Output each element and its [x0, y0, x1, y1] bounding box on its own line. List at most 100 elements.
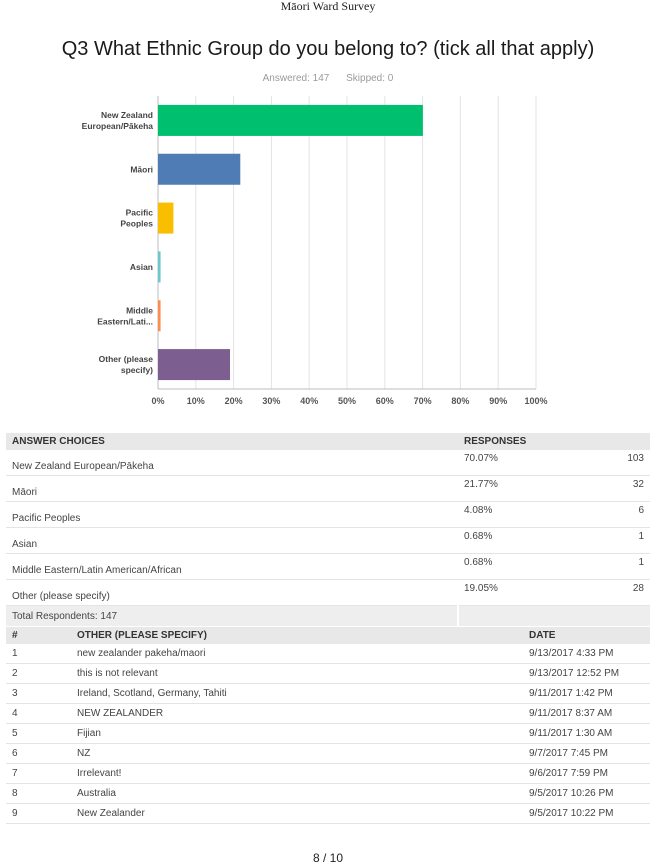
bar: [158, 349, 231, 381]
bar-chart: 0% 10% 20% 30% 40% 50% 60% 70% 80% 90% 100% New Zea…: [82, 96, 548, 406]
table-row: 8 Australia 9/5/2017 10:26 PM: [6, 783, 650, 804]
x-tick-label: 100%: [524, 396, 547, 406]
response-text: Ireland, Scotland, Germany, Tahiti: [71, 683, 523, 704]
header-other-specify: OTHER (PLEASE SPECIFY): [71, 627, 523, 644]
category-label: Asian: [130, 262, 153, 272]
response-text: NZ: [71, 743, 523, 764]
table-row: 6 NZ 9/7/2017 7:45 PM: [6, 743, 650, 764]
response-text: New Zealander: [71, 803, 523, 824]
response-date: 9/13/2017 4:33 PM: [523, 644, 650, 664]
response-text: NEW ZEALANDER: [71, 703, 523, 724]
response-text: Fijian: [71, 723, 523, 744]
table-row: New Zealand European/Pākeha 70.07% 103: [6, 450, 650, 476]
table-header-row: # OTHER (PLEASE SPECIFY) DATE: [6, 627, 650, 644]
response-date: 9/13/2017 12:52 PM: [523, 663, 650, 684]
x-tick-label: 60%: [376, 396, 394, 406]
x-tick-label: 30%: [262, 396, 280, 406]
table-header-row: ANSWER CHOICES RESPONSES: [6, 433, 650, 450]
response-date: 9/6/2017 7:59 PM: [523, 763, 650, 784]
row-number: 3: [6, 683, 71, 704]
other-responses-table: # OTHER (PLEASE SPECIFY) DATE 1 new zeal…: [6, 627, 650, 824]
answer-choice: Other (please specify): [6, 579, 458, 606]
header-responses: RESPONSES: [458, 433, 650, 450]
table-row: Asian 0.68% 1: [6, 527, 650, 554]
table-row: 1 new zealander pakeha/maori 9/13/2017 4…: [6, 644, 650, 664]
header-answer-choices: ANSWER CHOICES: [6, 433, 458, 450]
response-percent: 21.77%: [458, 475, 577, 502]
response-date: 9/5/2017 10:22 PM: [523, 803, 650, 824]
row-number: 6: [6, 743, 71, 764]
bar: [158, 202, 174, 234]
table-row: 2 this is not relevant 9/13/2017 12:52 P…: [6, 663, 650, 684]
answer-choices-table: ANSWER CHOICES RESPONSES New Zealand Eur…: [6, 433, 650, 626]
category-label: Māori: [130, 164, 153, 174]
page-number: 8 / 10: [312, 851, 344, 865]
table-row: Māori 21.77% 32: [6, 475, 650, 502]
table-row: Pacific Peoples 4.08% 6: [6, 501, 650, 528]
category-label: Middle Eastern/Lati...: [97, 305, 153, 326]
response-text: Irrelevant!: [71, 763, 523, 784]
response-count: 32: [576, 475, 650, 502]
skipped-count: Skipped: 0: [346, 73, 394, 84]
row-number: 1: [6, 644, 71, 664]
response-date: 9/11/2017 8:37 AM: [523, 703, 650, 724]
table-row: Other (please specify) 19.05% 28: [6, 579, 650, 606]
total-blank-cell: [457, 605, 650, 626]
response-date: 9/5/2017 10:26 PM: [523, 783, 650, 804]
table-row: 7 Irrelevant! 9/6/2017 7:59 PM: [6, 763, 650, 784]
answered-count: Answered: 147: [262, 73, 330, 84]
row-number: 8: [6, 783, 71, 804]
response-count: 1: [576, 553, 650, 580]
response-text: new zealander pakeha/maori: [71, 644, 523, 664]
category-label: New Zealand European/Pākeha: [82, 110, 154, 131]
header-number: #: [6, 627, 71, 644]
response-percent: 0.68%: [458, 553, 577, 580]
response-date: 9/11/2017 1:42 PM: [523, 683, 650, 704]
question-title: Q3 What Ethnic Group do you belong to? (…: [61, 38, 595, 60]
row-number: 5: [6, 723, 71, 744]
bar: [158, 251, 161, 283]
answer-choice: Pacific Peoples: [6, 501, 458, 528]
response-text: Australia: [71, 783, 523, 804]
category-label: Other (please specify): [99, 354, 154, 375]
table-row: Middle Eastern/Latin American/African 0.…: [6, 553, 650, 580]
answer-choice: Middle Eastern/Latin American/African: [6, 553, 458, 580]
bar: [158, 153, 241, 185]
category-label: Pacific Peoples: [120, 208, 153, 229]
total-row: Total Respondents: 147: [6, 605, 650, 626]
x-tick-label: 80%: [451, 396, 469, 406]
response-percent: 19.05%: [458, 579, 577, 606]
answer-choice: Asian: [6, 527, 458, 554]
total-respondents: Total Respondents: 147: [6, 605, 458, 626]
table-row: 5 Fijian 9/11/2017 1:30 AM: [6, 723, 650, 744]
document-header: Māori Ward Survey: [280, 0, 376, 13]
bar: [158, 104, 423, 136]
row-number: 4: [6, 703, 71, 724]
response-count: 6: [576, 501, 650, 528]
x-tick-label: 0%: [151, 396, 164, 406]
table-row: 9 New Zealander 9/5/2017 10:22 PM: [6, 803, 650, 824]
response-count: 103: [576, 450, 650, 476]
table-row: 4 NEW ZEALANDER 9/11/2017 8:37 AM: [6, 703, 650, 724]
response-date: 9/7/2017 7:45 PM: [523, 743, 650, 764]
answer-choice: Māori: [6, 475, 458, 502]
response-percent: 0.68%: [458, 527, 577, 554]
header-date: DATE: [523, 627, 650, 644]
bar: [158, 300, 161, 332]
row-number: 9: [6, 803, 71, 824]
row-number: 2: [6, 663, 71, 684]
x-tick-label: 40%: [300, 396, 318, 406]
row-number: 7: [6, 763, 71, 784]
x-tick-label: 50%: [338, 396, 356, 406]
response-count: 1: [576, 527, 650, 554]
response-percent: 4.08%: [458, 501, 577, 528]
response-count: 28: [576, 579, 650, 606]
x-tick-label: 10%: [187, 396, 205, 406]
response-percent: 70.07%: [458, 450, 577, 476]
response-text: this is not relevant: [71, 663, 523, 684]
answer-choice: New Zealand European/Pākeha: [6, 450, 458, 476]
response-date: 9/11/2017 1:30 AM: [523, 723, 650, 744]
table-row: 3 Ireland, Scotland, Germany, Tahiti 9/1…: [6, 683, 650, 704]
x-tick-label: 20%: [225, 396, 243, 406]
x-tick-label: 70%: [414, 396, 432, 406]
